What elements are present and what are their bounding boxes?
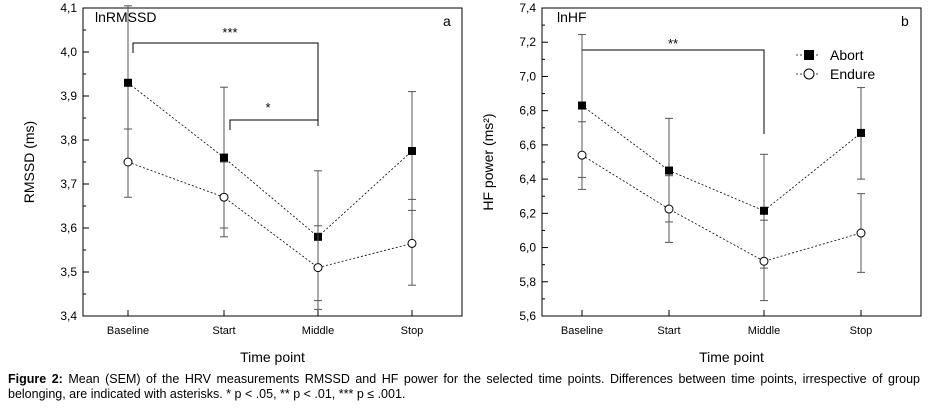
legend-marker-endure [803, 68, 815, 80]
y-tick-label: 3,8 [60, 133, 77, 147]
y-tick-label: 3,5 [60, 265, 77, 279]
legend: Abort Endure [796, 47, 875, 82]
x-axis-label: Time point [699, 349, 764, 365]
series-line [127, 82, 413, 238]
y-tick-label: 5,8 [519, 275, 536, 289]
x-tick-label: Baseline [107, 325, 149, 337]
significance-label: ** [668, 36, 678, 51]
y-tick-label: 3,4 [60, 309, 77, 323]
x-tick-label: Start [212, 325, 235, 337]
y-tick-label: 7,4 [519, 1, 536, 15]
data-point-abort [857, 128, 865, 137]
x-tick-label: Middle [302, 325, 334, 337]
data-point-endure [759, 256, 769, 266]
chart-panel-a: 3,4 3,5 3,6 3,7 3,8 3,9 4,0 4,1 Baseline Start Mid… [21, 1, 463, 365]
legend-label: Abort [830, 47, 864, 63]
data-point-endure [407, 238, 417, 248]
plot-frame [541, 7, 922, 317]
y-tick-label: 6,8 [519, 104, 536, 118]
panel-letter: a [443, 13, 451, 29]
y-tick-label: 3,7 [60, 177, 77, 191]
data-point-endure [313, 263, 323, 273]
significance-bracket [581, 49, 765, 134]
data-point-abort [578, 101, 586, 110]
chart-panel-b: 5,6 5,8 6,0 6,2 6,4 6,6 6,8 7,0 7,2 7,4 Baseline St… [480, 1, 922, 365]
y-tick-label: 5,6 [519, 309, 536, 323]
significance-label: * [265, 100, 270, 115]
y-tick-label: 3,6 [60, 221, 77, 235]
y-tick-label: 4,0 [60, 45, 77, 59]
y-tick-label: 6,2 [519, 206, 536, 220]
figure-caption: Figure 2: Mean (SEM) of the HRV measurem… [8, 372, 920, 402]
y-tick-label: 4,1 [60, 1, 77, 15]
figure-2-charts: 3,4 3,5 3,6 3,7 3,8 3,9 4,0 4,1 Baseline Start Mid… [21, 1, 922, 365]
data-point-abort [124, 78, 132, 87]
y-tick-label: 3,9 [60, 89, 77, 103]
y-axis-label: HF power (ms²) [480, 113, 496, 210]
data-point-abort [408, 147, 416, 155]
legend-marker-abort [804, 50, 814, 60]
y-tick-label: 6,4 [519, 172, 536, 186]
x-tick-label: Stop [401, 325, 424, 337]
y-tick-label: 6,0 [519, 241, 536, 255]
series-abort [124, 5, 416, 302]
data-point-endure [577, 150, 587, 160]
panel-title: lnRMSSD [95, 9, 156, 25]
significance-bracket [132, 42, 319, 126]
series-endure [123, 128, 417, 310]
data-point-endure [664, 204, 674, 214]
y-tick-label: 6,6 [519, 138, 536, 152]
caption-prefix: Figure 2: [8, 372, 63, 386]
series-line [581, 105, 862, 212]
y-axis-label: RMSSD (ms) [21, 121, 37, 203]
plot-frame [82, 7, 463, 317]
x-tick-label: Start [657, 325, 680, 337]
series-endure [577, 121, 866, 302]
y-tick-label: 7,2 [519, 35, 536, 49]
x-tick-label: Middle [748, 325, 780, 337]
data-point-abort [665, 166, 673, 175]
x-tick-label: Stop [850, 325, 873, 337]
significance-bracket [229, 119, 319, 130]
x-axis-label: Time point [240, 349, 305, 365]
panel-letter: b [901, 13, 909, 29]
series-abort [578, 34, 865, 269]
panel-title: lnHF [557, 9, 587, 25]
series-line [581, 154, 862, 262]
data-point-abort [220, 153, 228, 162]
data-point-endure [219, 192, 229, 202]
caption-text: Mean (SEM) of the HRV measurements RMSSD… [8, 372, 920, 401]
data-point-abort [760, 206, 768, 215]
x-tick-label: Baseline [561, 325, 603, 337]
y-tick-label: 7,0 [519, 69, 536, 83]
series-line [127, 161, 413, 269]
data-point-endure [123, 157, 133, 167]
data-point-endure [856, 228, 866, 238]
legend-label: Endure [830, 66, 875, 82]
significance-label: *** [222, 25, 237, 40]
